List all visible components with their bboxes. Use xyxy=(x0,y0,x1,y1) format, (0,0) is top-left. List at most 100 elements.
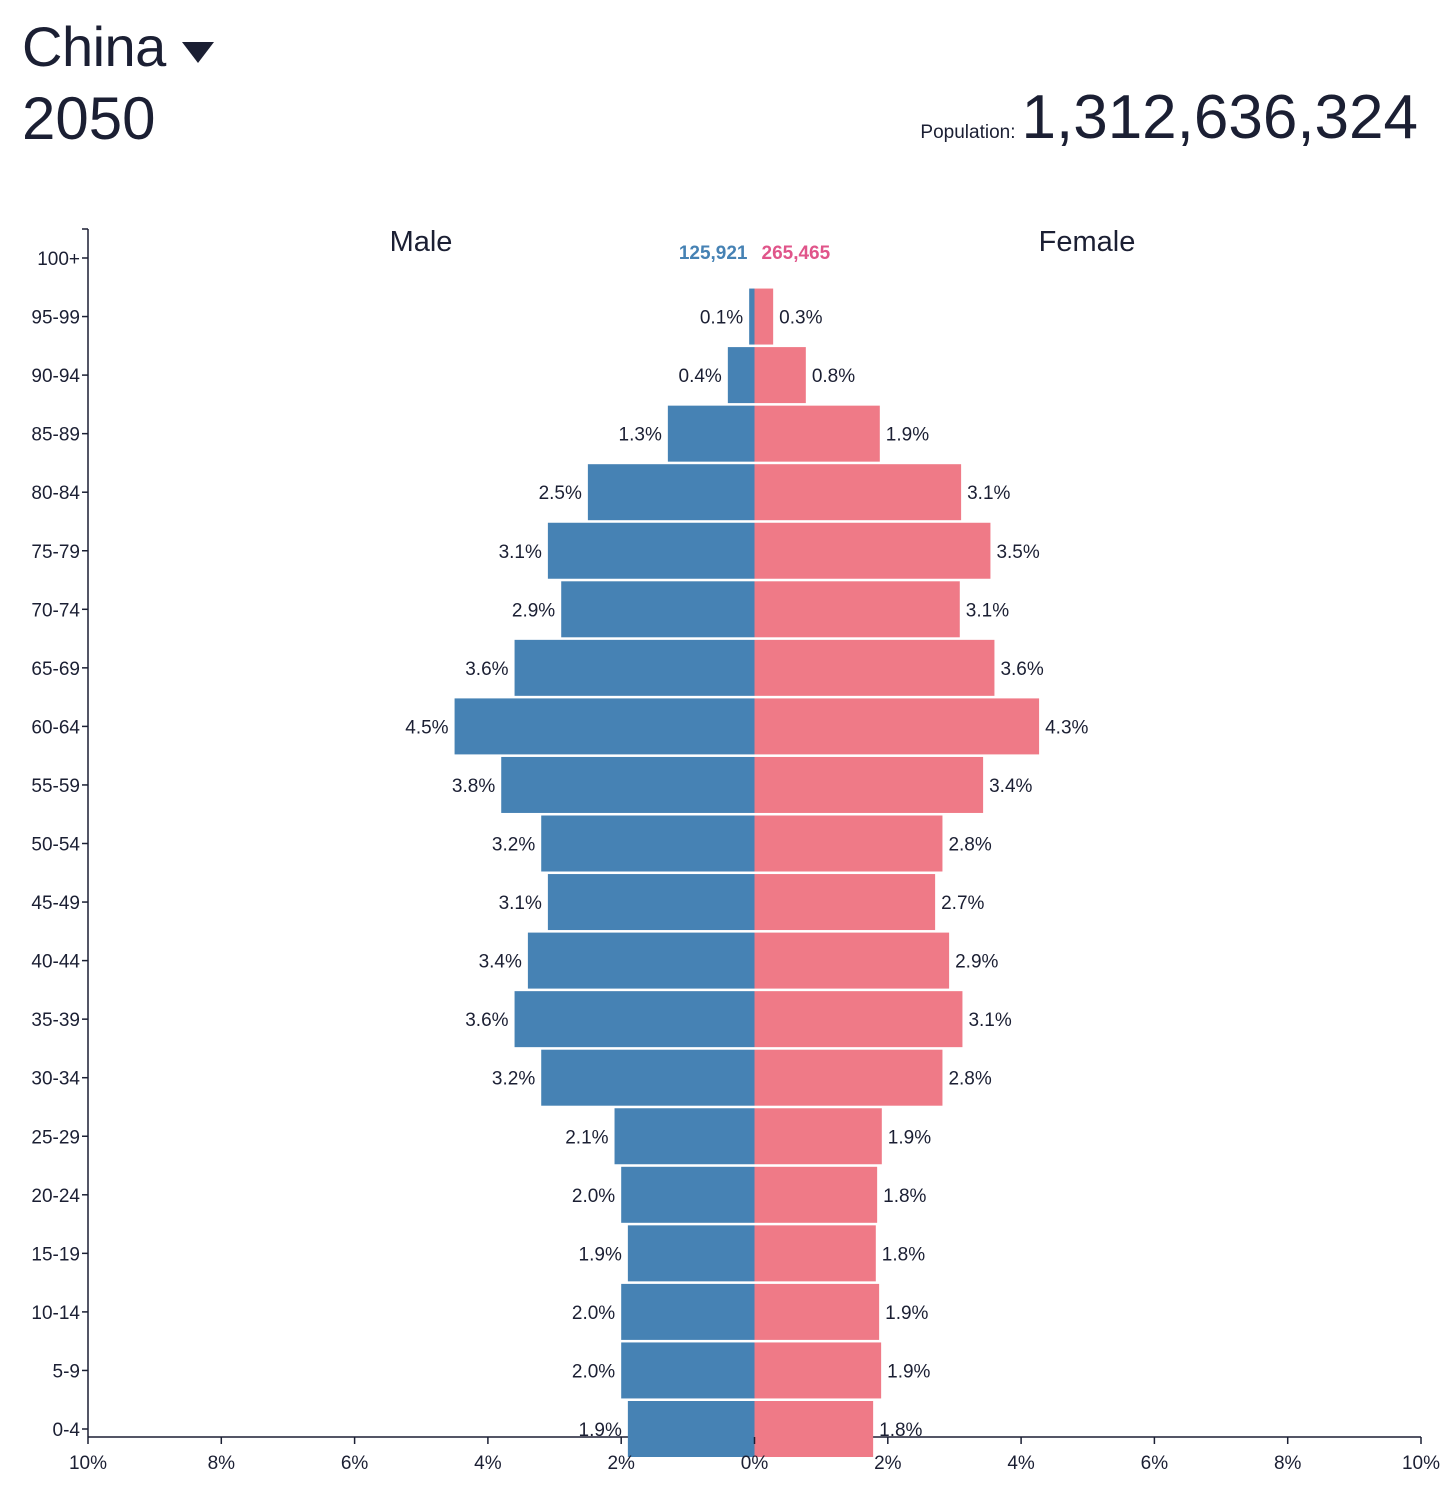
male-bar-label: 0.4% xyxy=(679,366,722,387)
male-bar xyxy=(727,347,755,404)
male-bar xyxy=(547,522,755,579)
age-group-label: 55-59 xyxy=(31,776,80,797)
male-bar-label: 2.0% xyxy=(572,1186,615,1207)
male-bar-label: 2.9% xyxy=(512,600,555,621)
female-bar-label: 3.1% xyxy=(968,1010,1011,1031)
male-bar xyxy=(627,1401,755,1457)
female-bar-label: 2.9% xyxy=(955,952,998,973)
x-tick-label: 2% xyxy=(607,1453,635,1474)
age-group-label: 75-79 xyxy=(31,542,80,563)
population-summary: Population: 1,312,636,324 xyxy=(920,82,1418,154)
male-bar-label: 2.5% xyxy=(539,483,582,504)
male-bar xyxy=(547,874,755,931)
age-group-label: 15-19 xyxy=(31,1244,80,1265)
female-bar-label: 265,465 xyxy=(762,243,831,264)
caret-down-icon[interactable] xyxy=(181,41,214,63)
female-bar xyxy=(754,1108,882,1165)
male-bar-label: 1.3% xyxy=(619,425,662,446)
male-bar-label: 2.0% xyxy=(572,1361,615,1382)
female-bar-label: 1.9% xyxy=(888,1127,931,1148)
female-header: Female xyxy=(1039,226,1136,258)
male-bar xyxy=(627,1225,755,1282)
age-group-label: 10-14 xyxy=(31,1303,80,1324)
male-bar-label: 4.5% xyxy=(405,717,448,738)
male-bar-label: 2.0% xyxy=(572,1303,615,1324)
country-selector[interactable]: China xyxy=(22,14,214,80)
x-tick-label: 4% xyxy=(1007,1453,1035,1474)
male-bar-label: 3.4% xyxy=(479,952,522,973)
female-bar-label: 1.8% xyxy=(882,1244,925,1265)
age-group-label: 100+ xyxy=(37,249,80,270)
female-bar-label: 0.8% xyxy=(812,366,855,387)
female-bar xyxy=(754,288,774,345)
female-bar xyxy=(754,698,1040,755)
female-bar-label: 0.3% xyxy=(779,308,822,329)
male-bar-label: 125,921 xyxy=(679,243,748,264)
male-bar xyxy=(561,581,755,638)
male-bar-label: 3.2% xyxy=(492,835,535,856)
male-bar-label: 3.8% xyxy=(452,776,495,797)
age-group-label: 65-69 xyxy=(31,659,80,680)
age-group-label: 5-9 xyxy=(53,1361,80,1382)
female-bar xyxy=(754,1342,882,1399)
female-bar xyxy=(754,932,950,989)
male-bar-label: 3.1% xyxy=(499,893,542,914)
female-bar-label: 2.8% xyxy=(948,835,991,856)
male-bar-label: 3.6% xyxy=(465,659,508,680)
male-bar xyxy=(621,1342,755,1399)
x-tick-label: 2% xyxy=(874,1453,902,1474)
age-group-label: 70-74 xyxy=(31,600,80,621)
x-tick-label: 0% xyxy=(741,1453,769,1474)
female-bar xyxy=(754,1166,878,1223)
female-bar-label: 3.6% xyxy=(1000,659,1043,680)
female-bar xyxy=(754,815,943,872)
male-bar xyxy=(541,815,755,872)
age-group-label: 35-39 xyxy=(31,1010,80,1031)
female-bar xyxy=(754,522,991,579)
x-tick-label: 8% xyxy=(1274,1453,1302,1474)
female-bar xyxy=(754,405,880,462)
female-bar xyxy=(754,1283,880,1340)
male-bar-label: 1.9% xyxy=(579,1244,622,1265)
male-bar xyxy=(514,639,755,696)
age-group-label: 40-44 xyxy=(31,952,80,973)
x-tick-label: 4% xyxy=(474,1453,502,1474)
female-bar xyxy=(754,639,995,696)
country-name: China xyxy=(22,15,166,78)
male-bar xyxy=(541,1049,755,1106)
male-bar xyxy=(527,932,755,989)
x-tick-label: 6% xyxy=(1141,1453,1169,1474)
female-bar-label: 1.9% xyxy=(885,1303,928,1324)
age-group-label: 60-64 xyxy=(31,717,80,738)
x-tick-label: 10% xyxy=(69,1453,107,1474)
year-label: 2050 xyxy=(22,85,156,152)
female-bar-label: 1.9% xyxy=(887,1361,930,1382)
age-group-label: 20-24 xyxy=(31,1186,80,1207)
male-bar xyxy=(667,405,755,462)
female-bar xyxy=(754,991,963,1048)
female-bar xyxy=(754,1049,943,1106)
male-bar xyxy=(514,991,755,1048)
female-bar-label: 1.9% xyxy=(886,425,929,446)
age-group-label: 45-49 xyxy=(31,893,80,914)
female-bar xyxy=(754,1401,874,1457)
female-bar-label: 3.4% xyxy=(989,776,1032,797)
male-bar-label: 3.1% xyxy=(499,542,542,563)
age-group-label: 95-99 xyxy=(31,308,80,329)
age-group-label: 50-54 xyxy=(31,835,80,856)
age-group-label: 0-4 xyxy=(53,1420,81,1441)
female-bar-label: 3.5% xyxy=(996,542,1039,563)
age-group-label: 25-29 xyxy=(31,1127,80,1148)
female-bar-label: 3.1% xyxy=(966,600,1009,621)
population-value: 1,312,636,324 xyxy=(1021,83,1419,152)
female-bar xyxy=(754,874,936,931)
female-bar-label: 4.3% xyxy=(1045,717,1088,738)
female-bar-label: 3.1% xyxy=(967,483,1010,504)
female-bar-label: 1.8% xyxy=(879,1420,922,1441)
female-bar xyxy=(754,464,962,521)
x-tick-label: 6% xyxy=(341,1453,369,1474)
population-label: Population: xyxy=(920,122,1016,143)
x-tick-label: 8% xyxy=(208,1453,236,1474)
female-bar-label: 2.8% xyxy=(948,1069,991,1090)
